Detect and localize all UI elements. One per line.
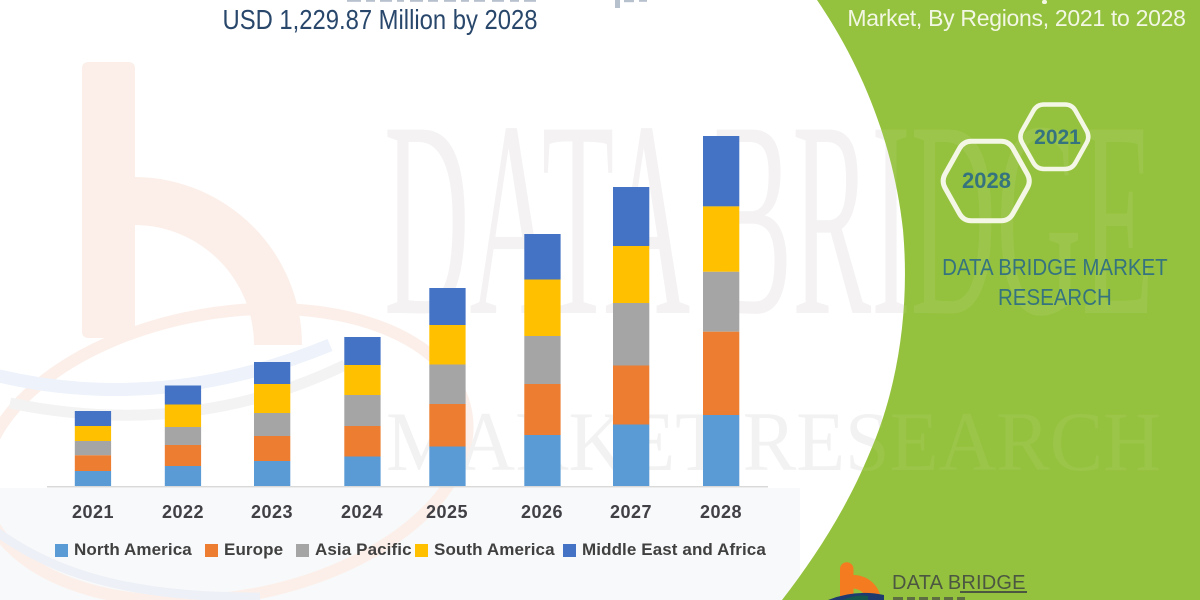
- svg-text:DATA BRIDGE: DATA BRIDGE: [384, 63, 1154, 374]
- svg-text:MARKET RESEARCH: MARKET RESEARCH: [386, 395, 1161, 489]
